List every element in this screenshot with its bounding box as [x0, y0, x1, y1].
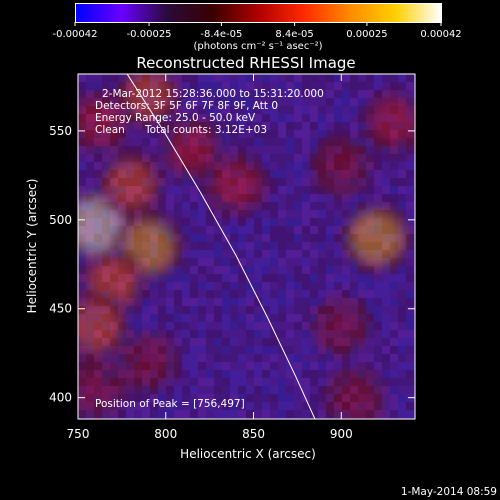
y-tick-label: 400: [49, 391, 72, 405]
y-tick-label: 450: [49, 302, 72, 316]
x-tick-label: 850: [242, 427, 265, 441]
footer-date: 1-May-2014 08:59: [400, 486, 497, 498]
x-tick-label: 750: [67, 427, 90, 441]
colorbar-tick-label: -0.00025: [127, 29, 172, 40]
info-energy-range: Energy Range: 25.0 - 50.0 keV: [95, 112, 256, 124]
y-axis-label: Heliocentric Y (arcsec): [25, 179, 39, 314]
info-total-counts: Total counts: 3.12E+03: [144, 124, 267, 136]
heatmap-cells: [78, 74, 415, 419]
info-method: Clean: [95, 124, 125, 136]
axes: 750 800 850 900 400 450 500 550: [49, 74, 415, 441]
y-tick-label: 500: [49, 213, 72, 227]
x-tick-label: 900: [330, 427, 353, 441]
colorbar-tick-label: -0.00042: [53, 29, 98, 40]
colorbar-tick-label: 0.00042: [420, 29, 461, 40]
colorbar-gradient: [76, 4, 441, 22]
colorbar-tick-label: 8.4e-05: [275, 29, 313, 40]
colorbar: [75, 3, 442, 23]
solar-limb-line: [126, 74, 316, 419]
info-time-range: 2-Mar-2012 15:28:36.000 to 15:31:20.000: [102, 88, 324, 100]
colorbar-tick-label: -8.4e-05: [200, 29, 242, 40]
plot-frame: [77, 73, 416, 420]
y-tick-label: 550: [49, 124, 72, 138]
x-tick-label: 800: [154, 427, 177, 441]
colorbar-unit-label: (photons cm⁻² s⁻¹ asec⁻²): [193, 41, 322, 52]
info-detectors: Detectors: 3F 5F 6F 7F 8F 9F, Att 0: [95, 100, 278, 112]
chart-title: Reconstructed RHESSI Image: [136, 54, 355, 72]
x-axis-label: Heliocentric X (arcsec): [180, 447, 316, 461]
colorbar-tick-label: 0.00025: [346, 29, 387, 40]
colorbar-axis: -0.00042 -0.00025 -8.4e-05 8.4e-05 0.00025 0.…: [53, 22, 462, 52]
peak-position-label: Position of Peak = [756,497]: [95, 398, 245, 410]
